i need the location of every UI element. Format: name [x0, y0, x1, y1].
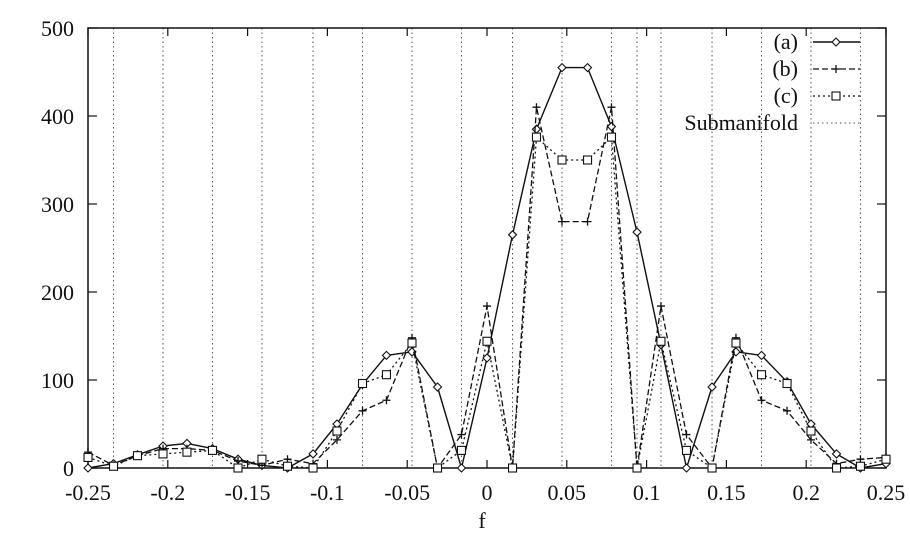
series-2-point-14: [432, 463, 443, 473]
series-2-point-1: [108, 461, 119, 471]
y-tick-label-2: 200: [41, 280, 74, 305]
y-tick-label-5: 500: [41, 16, 74, 41]
series-0-point-18: [531, 124, 542, 134]
series-0-point-22: [632, 227, 642, 237]
x-tick-label-4: -0.05: [384, 480, 430, 505]
series-2-point-30: [831, 463, 842, 473]
y-tick-label-4: 400: [41, 104, 74, 129]
series-0-point-9: [308, 449, 318, 459]
series-0-point-13: [407, 347, 417, 357]
legend: (a)(b)(c)Submanifold: [684, 29, 860, 135]
series-2-point-20: [582, 155, 593, 165]
x-tick-label-2: -0.15: [225, 480, 271, 505]
y-tick-label-3: 300: [41, 192, 74, 217]
x-tick-label-1: -0.2: [150, 480, 185, 505]
series-1-point-16: [483, 302, 491, 311]
series-2-point-4: [182, 447, 192, 457]
series-0-point-30: [831, 449, 842, 459]
series-2-point-12: [381, 370, 392, 380]
series-1-point-20: [583, 217, 592, 226]
x-tick-label-9: 0.2: [792, 480, 820, 505]
series-1-point-21: [607, 103, 616, 112]
series-1-point-10: [332, 435, 341, 444]
x-tick-label-5: 0: [482, 480, 493, 505]
series-2-point-24: [681, 445, 692, 455]
series-0-point-20: [582, 62, 593, 73]
series-0-point-0: [83, 463, 93, 473]
series-2-point-25: [707, 463, 717, 473]
series-0-point-12: [381, 350, 392, 361]
series-2-point-23: [656, 336, 666, 346]
legend-marker-1: [832, 65, 840, 73]
series-1-point-24: [682, 430, 691, 439]
series-0-point-19: [557, 62, 567, 73]
series-2-point-9: [308, 463, 318, 473]
x-axis-label: f: [478, 508, 486, 533]
series-2-point-3: [158, 449, 168, 459]
series-0-point-17: [507, 230, 518, 240]
series-1-point-29: [806, 435, 815, 444]
series-2-point-8: [282, 461, 293, 471]
y-tick-label-0: 0: [63, 456, 74, 481]
series-1-point-15: [457, 430, 466, 439]
series-2-point-31: [855, 461, 866, 471]
series-0-point-27: [756, 350, 767, 361]
series-2-point-22: [632, 463, 642, 473]
x-tick-label-10: 0.25: [867, 480, 906, 505]
series-2-point-2: [132, 451, 143, 461]
series-2-point-18: [531, 132, 542, 142]
series-2-point-10: [332, 426, 342, 436]
series-2: [83, 132, 891, 473]
series-0-point-21: [606, 121, 617, 132]
y-tick-label-1: 100: [41, 368, 74, 393]
x-tick-label-8: 0.15: [707, 480, 746, 505]
series-1-point-28: [783, 406, 792, 415]
series-0-point-14: [432, 382, 443, 392]
series-1-point-27: [757, 396, 766, 405]
series-0-point-25: [707, 382, 717, 392]
series-1-point-18: [532, 103, 541, 112]
series-0-point-15: [456, 463, 467, 473]
series-2-point-15: [456, 445, 467, 455]
series-2-point-5: [207, 445, 218, 455]
series-2-point-21: [606, 132, 617, 142]
x-tick-label-7: 0.1: [633, 480, 661, 505]
x-tick-label-3: -0.1: [310, 480, 345, 505]
series-1-point-23: [656, 302, 665, 311]
x-tick-label-0: -0.25: [65, 480, 111, 505]
legend-label-2: (c): [774, 83, 798, 108]
series-1-line: [87, 106, 887, 469]
legend-marker-2: [831, 91, 841, 101]
series-2-point-7: [257, 454, 267, 464]
series-2-point-19: [557, 155, 567, 165]
series-2-point-17: [507, 463, 518, 473]
legend-label-0: (a): [774, 29, 798, 54]
series-2-point-16: [482, 336, 492, 346]
series-2-point-11: [357, 378, 368, 389]
series-1-point-19: [558, 217, 567, 226]
series-2-point-27: [756, 370, 767, 380]
series-2-point-0: [83, 452, 93, 462]
series-layer: [83, 62, 891, 473]
series-2-point-13: [407, 338, 417, 348]
legend-label-1: (b): [772, 56, 798, 81]
series-2-point-29: [806, 426, 816, 436]
ticks-layer: -0.25 -0.2 -0.15 -0.1 -0.05 0 0.05 0.1 0.15 0.2 0.…: [41, 16, 905, 505]
x-tick-label-6: 0.05: [548, 480, 587, 505]
series-1-point-11: [358, 406, 367, 415]
grid-layer: [113, 28, 861, 468]
series-2-point-6: [233, 463, 243, 473]
legend-marker-0: [831, 37, 841, 47]
series-1: [84, 103, 890, 472]
legend-label-3: Submanifold: [684, 110, 798, 135]
series-0-point-24: [681, 463, 692, 473]
series-2-point-26: [731, 338, 741, 348]
series-1-point-12: [382, 396, 391, 405]
series-2-point-32: [881, 454, 891, 464]
series-2-point-28: [782, 378, 792, 389]
